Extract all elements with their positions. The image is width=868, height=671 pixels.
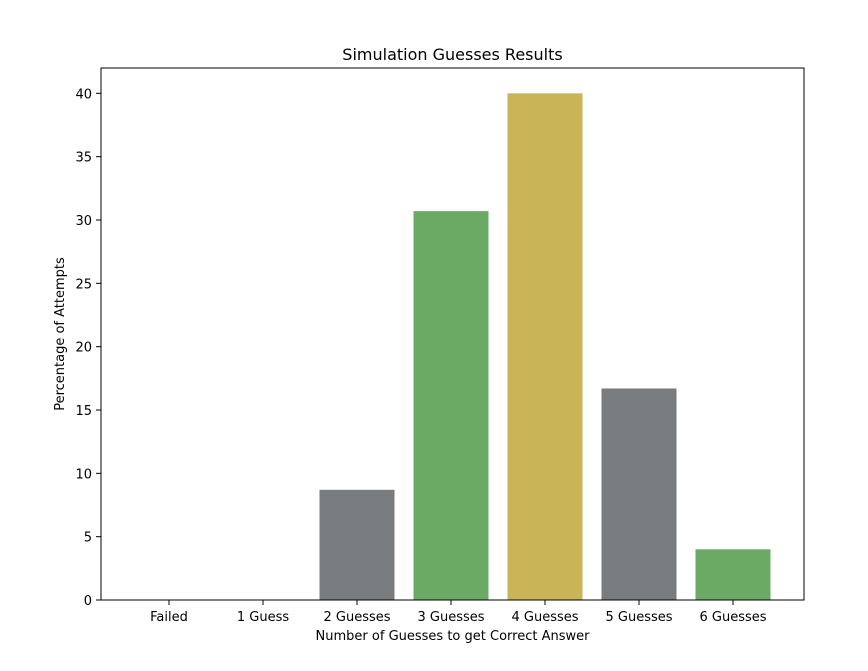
x-tick-label: 5 Guesses xyxy=(605,610,672,625)
y-tick-label: 40 xyxy=(75,87,92,102)
y-tick-label: 35 xyxy=(75,151,92,166)
y-tick-label: 30 xyxy=(75,214,92,229)
y-tick-label: 20 xyxy=(75,341,92,356)
bar xyxy=(695,549,771,600)
x-tick-label: 1 Guess xyxy=(237,610,289,625)
y-tick-label: 25 xyxy=(75,277,92,292)
chart-title: Simulation Guesses Results xyxy=(342,45,562,64)
y-axis-label: Percentage of Attempts xyxy=(53,257,68,411)
x-tick-label: 4 Guesses xyxy=(511,610,578,625)
plot-frame xyxy=(100,67,805,601)
x-tick-label: 6 Guesses xyxy=(699,610,766,625)
plot-area: 0 5 10 15 20 25 30 35 40 Failed 1 Guess 2 Guesses 3 … xyxy=(75,87,771,625)
bar xyxy=(319,489,395,600)
bar xyxy=(413,211,489,600)
y-tick-label: 15 xyxy=(75,404,92,419)
y-tick-label: 5 xyxy=(84,531,92,546)
bar xyxy=(507,93,583,600)
bar xyxy=(601,388,677,600)
x-tick-label: Failed xyxy=(150,610,188,625)
y-tick-label: 0 xyxy=(84,594,92,609)
x-tick-label: 2 Guesses xyxy=(323,610,390,625)
x-axis-label: Number of Guesses to get Correct Answer xyxy=(316,629,591,644)
x-tick-label: 3 Guesses xyxy=(417,610,484,625)
y-tick-label: 10 xyxy=(75,467,92,482)
